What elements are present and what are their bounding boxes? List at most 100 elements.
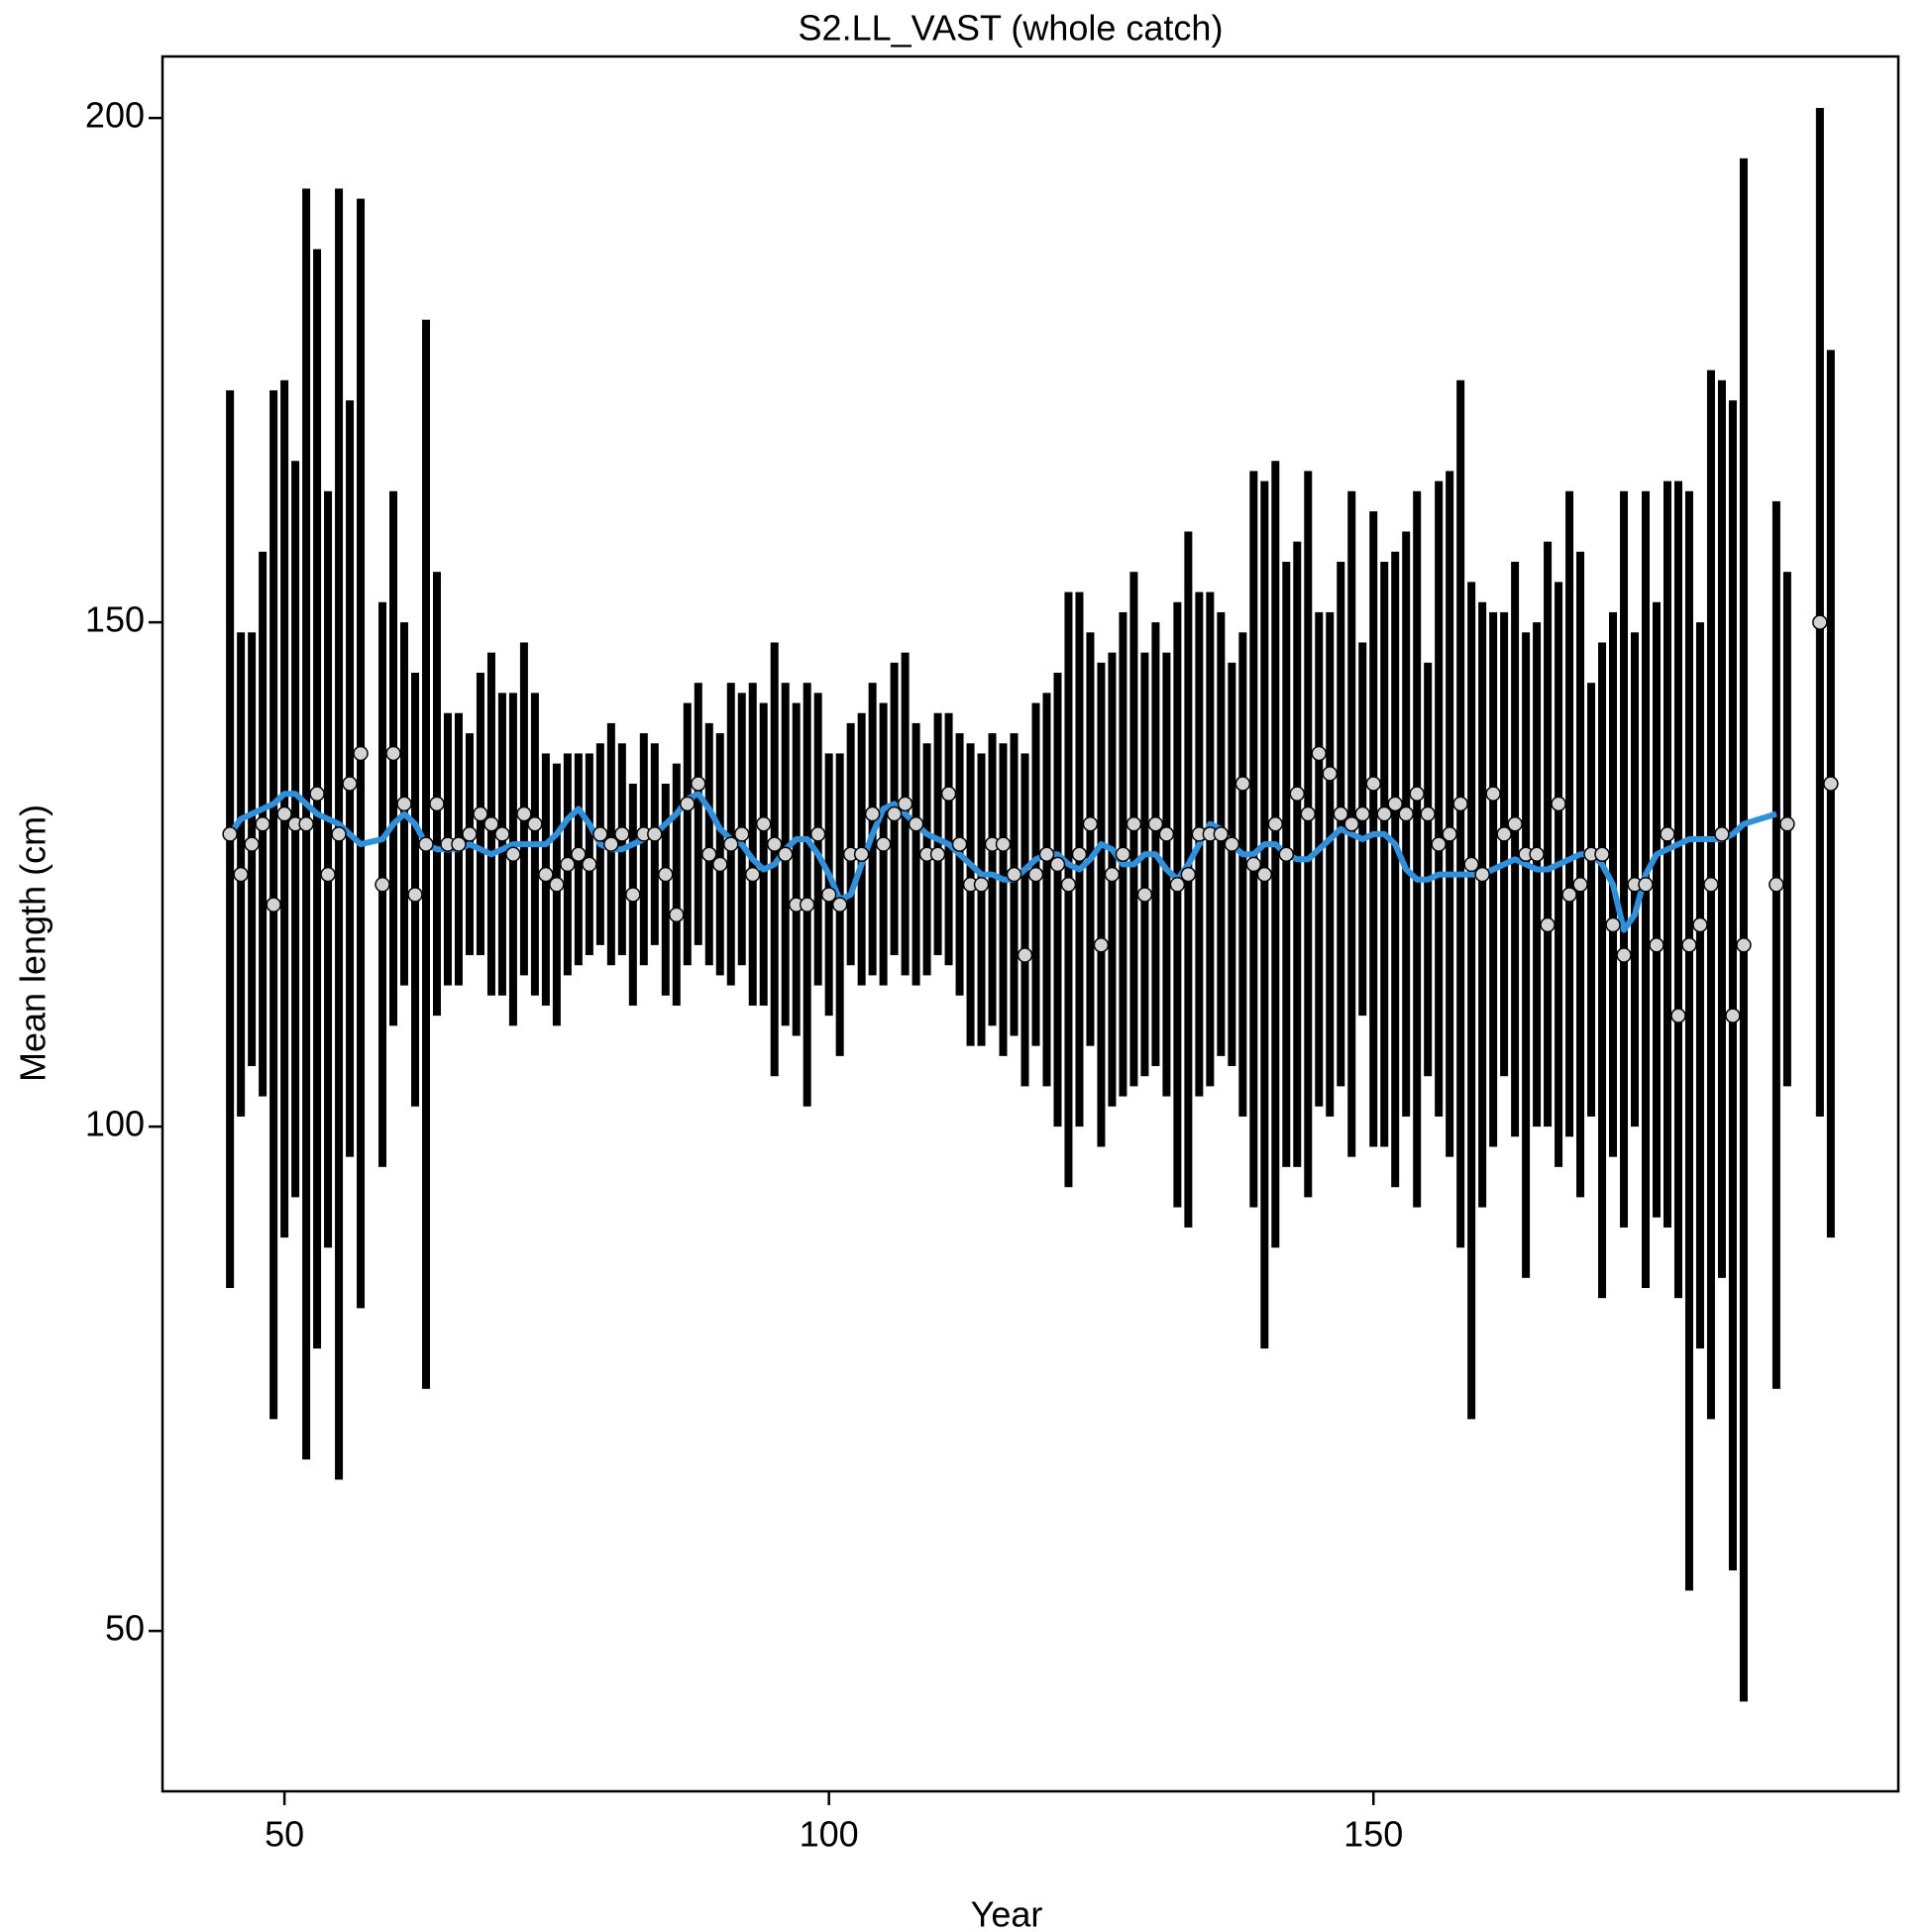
observed-point <box>897 796 913 812</box>
observed-point <box>1267 815 1284 832</box>
observed-point <box>1049 856 1066 873</box>
error-bar <box>432 572 441 1017</box>
error-bar <box>1500 611 1509 1077</box>
error-bar <box>912 722 920 986</box>
error-bar <box>1728 400 1737 1571</box>
observed-point <box>820 887 837 903</box>
observed-point <box>973 877 990 893</box>
observed-point <box>516 805 532 822</box>
observed-point <box>1365 776 1381 792</box>
observed-point <box>1006 866 1022 883</box>
error-bar <box>748 683 757 1006</box>
observed-point <box>582 856 597 873</box>
observed-point <box>298 815 314 832</box>
observed-point <box>1594 846 1610 863</box>
observed-point <box>1507 815 1523 832</box>
observed-point <box>1474 866 1490 883</box>
observed-point <box>831 897 848 912</box>
observed-point <box>603 836 619 852</box>
observed-point <box>1311 745 1328 762</box>
observed-point <box>549 877 565 893</box>
error-bar <box>1369 511 1378 1147</box>
observed-point <box>451 836 467 852</box>
error-bar <box>1739 158 1748 1702</box>
observed-point <box>1681 937 1697 953</box>
observed-point <box>1354 805 1370 822</box>
error-bar <box>1695 622 1704 1349</box>
y-tick-label: 50 <box>105 1608 145 1649</box>
x-axis-label: Year <box>971 1894 1043 1932</box>
error-bar <box>1544 541 1553 1127</box>
observed-point <box>276 805 292 822</box>
observed-point <box>1779 815 1795 832</box>
error-bar <box>1555 582 1563 1167</box>
observed-point <box>1126 815 1142 832</box>
error-bar <box>1522 632 1531 1278</box>
observed-point <box>1224 836 1240 852</box>
observed-point <box>1660 826 1675 842</box>
observed-point <box>1245 856 1262 873</box>
error-bar <box>977 753 986 1046</box>
observed-point <box>1812 614 1828 630</box>
observed-point <box>385 745 401 762</box>
observed-point <box>462 826 478 842</box>
error-bar <box>1815 107 1824 1117</box>
observed-point <box>1769 877 1784 893</box>
observed-point <box>712 856 728 873</box>
error-bar <box>988 733 997 1026</box>
fitted-line <box>227 791 1777 933</box>
observed-point <box>1714 826 1730 842</box>
observed-point <box>1398 805 1414 822</box>
error-bar <box>999 743 1008 1056</box>
error-bar <box>1424 662 1433 1077</box>
error-bar <box>1282 562 1291 1167</box>
error-bar <box>1140 652 1149 1077</box>
error-bar <box>552 763 561 1026</box>
observed-point <box>353 745 369 762</box>
observed-point <box>1616 947 1632 963</box>
error-bar <box>1086 632 1095 1046</box>
observed-point <box>766 836 783 852</box>
error-bar <box>1260 481 1269 1349</box>
observed-point <box>1387 796 1403 812</box>
error-bar <box>966 743 975 1046</box>
observed-point <box>886 805 903 822</box>
observed-point <box>1431 836 1447 852</box>
observed-point <box>777 846 794 863</box>
observed-point <box>995 836 1012 852</box>
observed-point <box>233 866 249 883</box>
observed-point <box>809 826 826 842</box>
error-bar <box>1435 481 1444 1117</box>
plot-frame <box>161 54 1900 1793</box>
observed-point <box>733 826 750 842</box>
error-bar <box>1565 490 1574 1137</box>
observed-point <box>908 815 924 832</box>
observed-point <box>1463 856 1479 873</box>
observed-point <box>940 786 957 802</box>
observed-point <box>494 826 510 842</box>
observed-point <box>1638 877 1654 893</box>
observed-point <box>1093 937 1110 953</box>
observed-point <box>1442 826 1457 842</box>
observed-point <box>592 826 608 842</box>
observed-point <box>1169 877 1186 893</box>
observed-point <box>1823 776 1839 792</box>
observed-point <box>875 836 892 852</box>
observed-point <box>1725 1008 1741 1023</box>
error-bar <box>1684 490 1693 1591</box>
observed-point <box>1234 776 1251 792</box>
error-bar <box>792 702 801 1036</box>
observed-point <box>1540 916 1556 933</box>
error-bar <box>1249 471 1258 1208</box>
error-bar <box>944 712 953 966</box>
error-bar <box>421 319 430 1389</box>
error-bar <box>1467 582 1476 1420</box>
error-bar <box>661 783 670 996</box>
error-bar <box>1511 562 1520 1137</box>
observed-point <box>483 815 499 832</box>
observed-point <box>669 907 685 923</box>
observed-point <box>1703 877 1719 893</box>
observed-point <box>1572 877 1588 893</box>
y-tick-label: 200 <box>85 95 145 136</box>
error-bar <box>1053 673 1062 1127</box>
